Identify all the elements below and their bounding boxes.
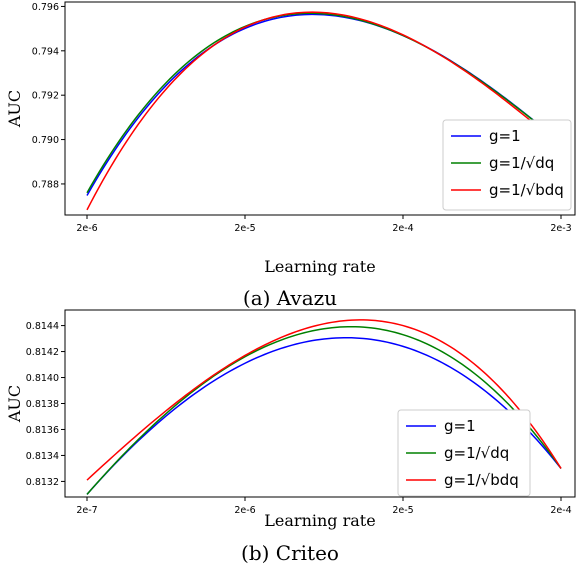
plot-frame <box>64 1 576 216</box>
y-tick-label: 0.794 <box>32 46 59 57</box>
y-tick-label: 0.792 <box>32 91 59 102</box>
series-line-2 <box>86 325 562 495</box>
x-tick-label: 2e-3 <box>550 223 571 234</box>
x-axis-title: Learning rate <box>264 511 375 530</box>
y-tick-label: 0.8136 <box>26 425 59 436</box>
series-line-3 <box>86 11 562 211</box>
legend: g=1 g=1/√dq g=1/√bdq <box>442 119 572 211</box>
y-tick-label: 0.8132 <box>26 477 59 488</box>
series-line-1 <box>86 336 562 495</box>
y-tick-label: 0.8144 <box>26 321 59 332</box>
series-line-3 <box>86 319 562 481</box>
y-tick-label: 0.796 <box>32 2 59 13</box>
panel-caption: (b) Criteo <box>241 541 339 565</box>
x-tick-label: 2e-5 <box>392 505 413 516</box>
x-tick-label: 2e-6 <box>234 505 255 516</box>
legend-box <box>397 409 531 497</box>
y-tick-label: 0.8138 <box>26 399 59 410</box>
series-line-2 <box>86 12 562 194</box>
y-axis-title: AUC <box>5 385 24 423</box>
legend-label: g=1 <box>444 417 476 435</box>
legend-label: g=1/√bdq <box>444 471 519 489</box>
x-tick-label: 2e-6 <box>76 223 97 234</box>
legend: g=1 g=1/√dq g=1/√bdq <box>397 409 531 497</box>
legend-label: g=1 <box>489 127 521 145</box>
panel-caption: (a) Avazu <box>243 286 337 310</box>
y-tick-label: 0.8140 <box>26 373 59 384</box>
x-tick-label: 2e-5 <box>234 223 255 234</box>
legend-label: g=1/√dq <box>444 444 509 462</box>
y-axis-title: AUC <box>5 90 24 128</box>
legend-box <box>442 119 572 211</box>
chart-panel-2: 0.8132 0.8134 0.8136 0.8138 0.8140 0.8142 0.81… <box>5 309 576 565</box>
y-tick-label: 0.8134 <box>26 451 59 462</box>
x-tick-label: 2e-4 <box>550 505 571 516</box>
legend-label: g=1/√dq <box>489 154 554 172</box>
x-axis-title: Learning rate <box>264 257 375 276</box>
y-tick-label: 0.788 <box>32 179 59 190</box>
y-tick-label: 0.8142 <box>26 347 59 358</box>
x-tick-label: 2e-7 <box>76 505 97 516</box>
chart-panel-1: 0.788 0.790 0.792 0.794 0.796 2e-6 2e-5 2e-4 2e-… <box>5 1 576 310</box>
y-tick-label: 0.790 <box>32 135 59 146</box>
x-tick-label: 2e-4 <box>392 223 413 234</box>
legend-label: g=1/√bdq <box>489 181 564 199</box>
